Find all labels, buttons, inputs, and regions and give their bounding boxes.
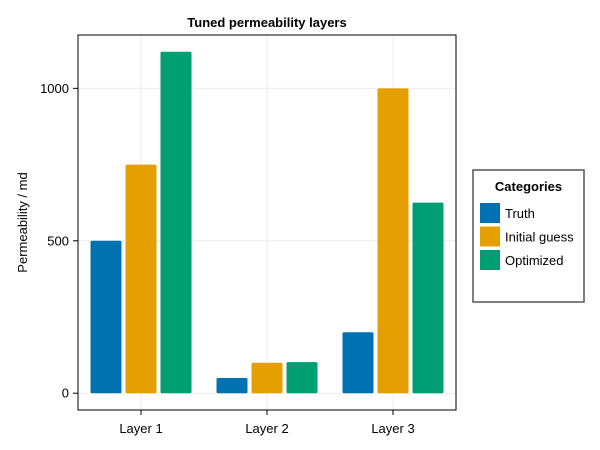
x-axis: Layer 1 Layer 2 Layer 3 (119, 410, 415, 436)
x-tick-label-3: Layer 3 (371, 421, 414, 436)
legend-swatch-3 (480, 250, 500, 270)
legend-swatch-1 (480, 203, 500, 223)
legend-label-3: Optimized (505, 253, 564, 268)
bar-3-2 (377, 88, 409, 394)
legend-swatch-2 (480, 226, 500, 247)
y-axis: 0 500 1000 (40, 81, 78, 401)
bar-1-3 (160, 51, 192, 394)
legend-label-2: Initial guess (505, 230, 574, 245)
bars (90, 51, 444, 394)
bar-2-1 (216, 377, 248, 394)
bar-2-3 (286, 362, 318, 394)
bar-3-3 (412, 202, 444, 394)
legend-title: Categories (495, 179, 562, 194)
bar-3-1 (342, 332, 374, 394)
bar-2-2 (251, 362, 283, 394)
legend-label-1: Truth (505, 206, 535, 221)
y-tick-label-0: 0 (62, 386, 69, 401)
chart-title: Tuned permeability layers (187, 15, 346, 30)
bar-1-1 (90, 240, 122, 394)
x-tick-label-1: Layer 1 (119, 421, 162, 436)
legend-items: Truth Initial guess Optimized (480, 203, 574, 270)
y-tick-label-1000: 1000 (40, 81, 69, 96)
legend: Categories Truth Initial guess Optimized (472, 169, 585, 303)
y-tick-label-500: 500 (47, 233, 69, 248)
y-axis-label: Permeability / md (15, 172, 30, 272)
bar-1-2 (125, 164, 157, 394)
x-tick-label-2: Layer 2 (245, 421, 288, 436)
